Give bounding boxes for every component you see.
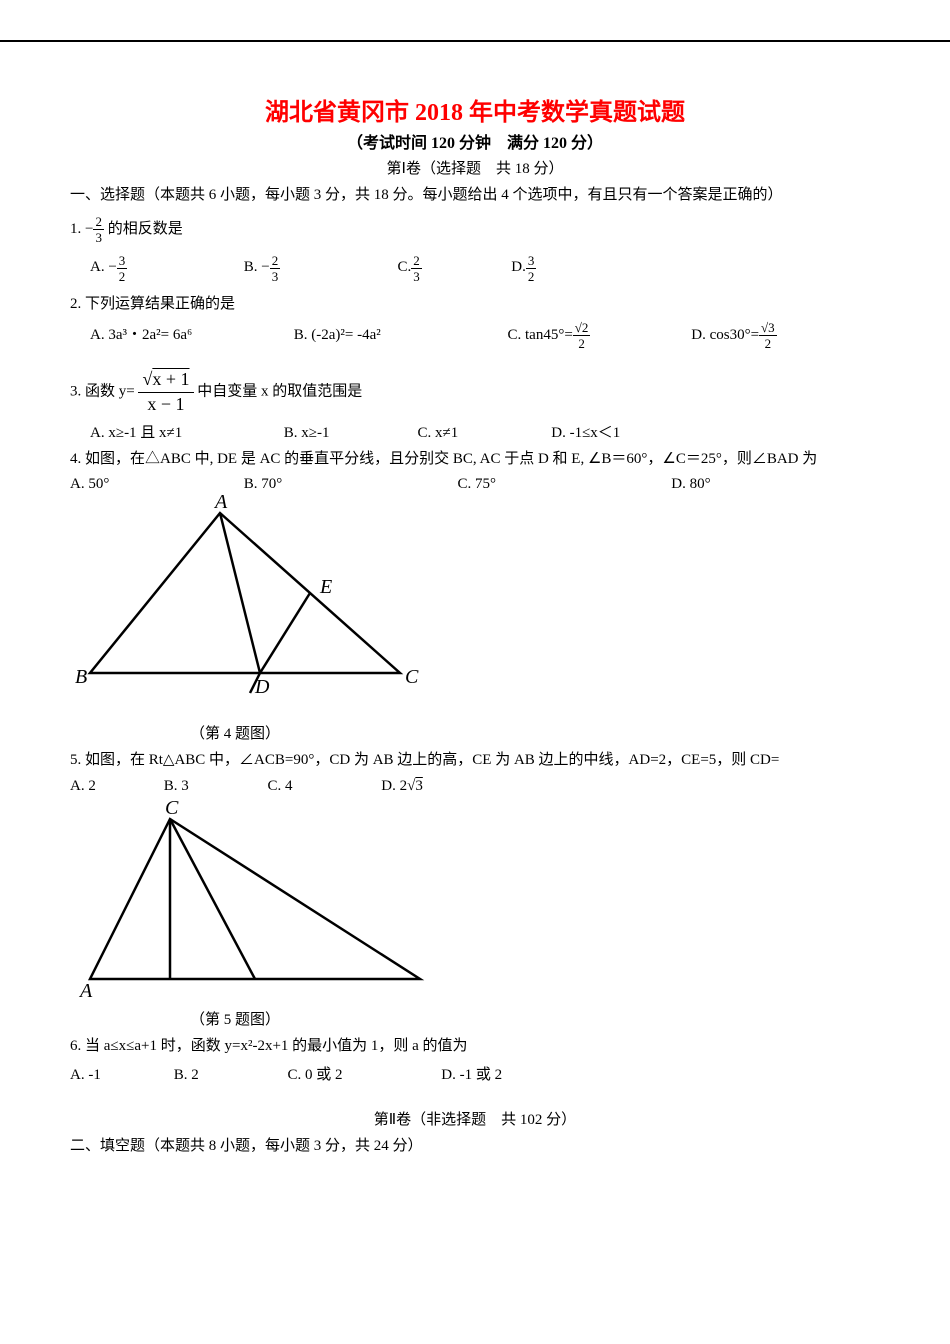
svg-text:E: E [319, 576, 332, 598]
triangle-figure-q5: C A [70, 799, 440, 999]
q6-opt-d: D. -1 或 2 [441, 1063, 591, 1084]
q4-opt-c: C. 75° [458, 476, 668, 493]
svg-text:D: D [254, 676, 270, 698]
question-4-stem: 4. 如图，在△ABC 中, DE 是 AC 的垂直平分线，且分别交 BC, A… [70, 448, 880, 471]
q5-opt-b: B. 3 [164, 778, 264, 795]
q1-stem-post: 的相反数是 [104, 220, 183, 236]
q3-opt-b: B. x≥-1 [284, 425, 414, 442]
part1-header: 第Ⅰ卷（选择题 共 18 分） [70, 157, 880, 178]
q6-options: A. -1 B. 2 C. 0 或 2 D. -1 或 2 [70, 1063, 880, 1084]
q2-opt-d: D. cos30°=√32 [691, 321, 851, 350]
q3-opt-d: D. -1≤x＜1 [551, 421, 701, 442]
triangle-figure-q4: A B C D E [70, 493, 440, 713]
q1-opt-a: A. −32 [90, 254, 240, 283]
q5-figure: C A （第 5 题图） [70, 799, 880, 1029]
q3-options: A. x≥-1 且 x≠1 B. x≥-1 C. x≠1 D. -1≤x＜1 [90, 421, 880, 442]
q4-caption: （第 4 题图） [190, 722, 880, 743]
part2-header: 第Ⅱ卷（非选择题 共 102 分） [70, 1108, 880, 1129]
q1-options: A. −32 B. −23 C. 23 D. 32 [90, 254, 880, 283]
q1-opt-c: C. 23 [398, 254, 508, 283]
q5-caption: （第 5 题图） [190, 1008, 880, 1029]
q1-frac: 23 [93, 215, 104, 244]
q1-opt-d: D. 32 [511, 254, 621, 283]
q2-opt-a: A. 3a³・2a²= 6a⁶ [90, 323, 290, 344]
svg-text:A: A [213, 493, 228, 513]
question-3: 3. 函数 y= √x + 1x − 1 中自变量 x 的取值范围是 [70, 370, 880, 415]
q4-figure: A B C D E （第 4 题图） [70, 493, 880, 743]
section1-instructions: 一、选择题（本题共 6 小题，每小题 3 分，共 18 分。每小题给出 4 个选… [70, 184, 880, 207]
q6-opt-b: B. 2 [174, 1067, 284, 1084]
q4-opt-d: D. 80° [671, 476, 791, 493]
q2-opt-c: C. tan45°=√22 [508, 321, 688, 350]
q4-opt-b: B. 70° [244, 476, 454, 493]
svg-text:C: C [165, 799, 179, 819]
q2-options: A. 3a³・2a²= 6a⁶ B. (-2a)²= -4a² C. tan45… [90, 321, 880, 350]
svg-text:C: C [405, 666, 419, 688]
question-5-stem: 5. 如图，在 Rt△ABC 中，∠ACB=90°，CD 为 AB 边上的高，C… [70, 749, 880, 772]
q3-stem-pre: 3. 函数 y= [70, 384, 138, 400]
svg-text:B: B [75, 666, 87, 688]
q5-opt-a: A. 2 [70, 778, 160, 795]
exam-subtitle: （考试时间 120 分钟 满分 120 分） [70, 129, 880, 153]
q1-stem-pre: 1. − [70, 220, 93, 236]
q3-frac: √x + 1x − 1 [138, 370, 193, 415]
question-2-stem: 2. 下列运算结果正确的是 [70, 293, 880, 316]
svg-text:A: A [78, 980, 93, 999]
question-1: 1. −23 的相反数是 [70, 215, 880, 244]
q4-opt-a: A. 50° [70, 476, 240, 493]
q5-opt-d: D. 2√3 [381, 778, 491, 795]
q2-opt-b: B. (-2a)²= -4a² [294, 327, 504, 344]
q1-opt-b: B. −23 [244, 254, 394, 283]
q6-opt-c: C. 0 或 2 [288, 1063, 438, 1084]
q3-opt-a: A. x≥-1 且 x≠1 [90, 421, 280, 442]
section2-instructions: 二、填空题（本题共 8 小题，每小题 3 分，共 24 分） [70, 1135, 880, 1158]
q5-opt-c: C. 4 [268, 778, 378, 795]
q3-stem-post: 中自变量 x 的取值范围是 [194, 384, 363, 400]
q5-options: A. 2 B. 3 C. 4 D. 2√3 [70, 778, 880, 795]
q6-opt-a: A. -1 [70, 1067, 170, 1084]
page-root: 湖北省黄冈市 2018 年中考数学真题试题 （考试时间 120 分钟 满分 12… [0, 40, 950, 1196]
question-6-stem: 6. 当 a≤x≤a+1 时，函数 y=x²-2x+1 的最小值为 1，则 a … [70, 1035, 880, 1058]
exam-title: 湖北省黄冈市 2018 年中考数学真题试题 [70, 92, 880, 127]
q3-opt-c: C. x≠1 [418, 425, 548, 442]
q4-options: A. 50° B. 70° C. 75° D. 80° [70, 476, 880, 493]
